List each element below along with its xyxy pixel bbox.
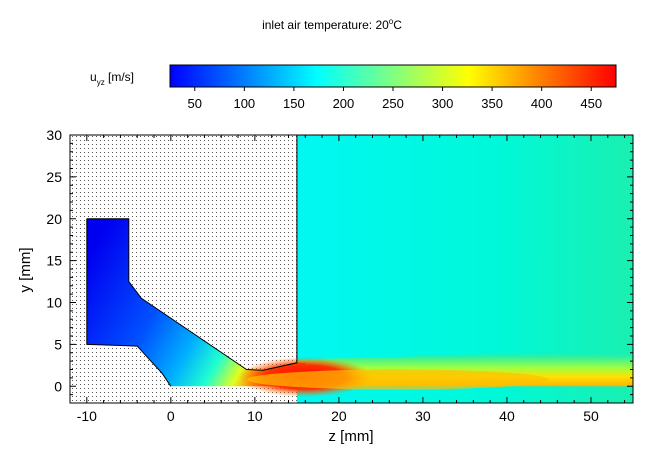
x-axis-ticks: -10 0 10 20 30 40 50: [69, 135, 626, 424]
colorbar-tick-label: 250: [382, 96, 404, 111]
colorbar-ticks: 50 100 150 200 250 300 350 400 450: [188, 87, 602, 111]
colorbar-tick-label: 200: [333, 96, 355, 111]
y-axis-ticks: 0 5 10 15 20 25 30: [46, 127, 633, 404]
y-tick-label: 20: [46, 211, 62, 227]
chart-title: inlet air temperature: 20oC: [262, 17, 402, 32]
x-tick-label: 50: [583, 408, 599, 424]
colorbar-tick-label: 50: [188, 96, 202, 111]
x-tick-label: -10: [77, 408, 97, 424]
y-tick-label: 10: [46, 295, 62, 311]
y-tick-label: 30: [46, 127, 62, 143]
colorbar: [169, 64, 617, 88]
plot-area: -10 0 10 20 30 40 50 0 5 10 15 20 25 30: [46, 127, 634, 424]
colorbar-tick-label: 350: [481, 96, 503, 111]
chart-title-main: inlet air temperature: 20: [262, 18, 389, 32]
nozzle-field: [86, 218, 306, 387]
x-tick-label: 0: [167, 408, 175, 424]
jet-downstream-band: [246, 369, 549, 390]
colorbar-label-sub: yz: [97, 78, 105, 87]
y-tick-label: 25: [46, 169, 62, 185]
chart-title-end: C: [393, 18, 402, 32]
y-axis-label: y [mm]: [17, 248, 34, 293]
colorbar-label-main: u: [90, 70, 97, 84]
y-tick-label: 0: [54, 378, 62, 394]
x-axis-label: z [mm]: [329, 428, 374, 445]
y-tick-label: 5: [54, 336, 62, 352]
colorbar-tick-label: 100: [233, 96, 255, 111]
x-tick-label: 30: [415, 408, 431, 424]
x-tick-label: 20: [331, 408, 347, 424]
colorbar-label: uyz [m/s]: [90, 70, 134, 87]
x-tick-label: 40: [499, 408, 515, 424]
colorbar-tick-label: 400: [531, 96, 553, 111]
colorbar-tick-label: 150: [283, 96, 305, 111]
y-tick-label: 15: [46, 253, 62, 269]
colorbar-tick-label: 450: [580, 96, 602, 111]
nozzle-wall: [86, 135, 298, 387]
colorbar-tick-label: 300: [432, 96, 454, 111]
x-tick-label: 10: [247, 408, 263, 424]
colorbar-label-unit: [m/s]: [105, 70, 134, 84]
chart-title-sup: o: [389, 17, 394, 26]
